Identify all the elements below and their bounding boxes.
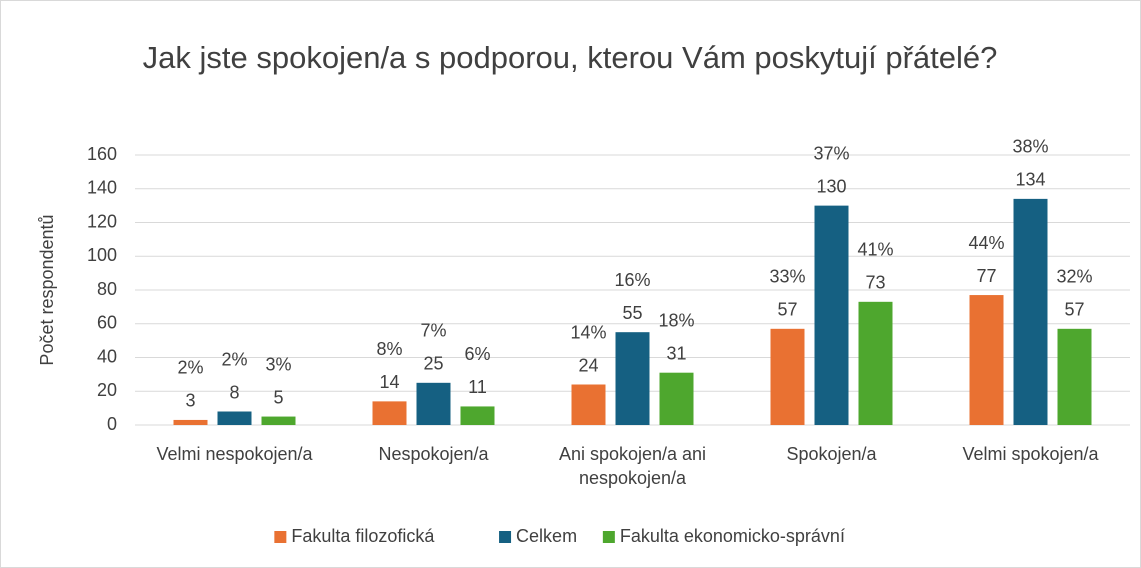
data-label: 77 [976, 266, 996, 286]
bar [261, 416, 296, 425]
data-label: 31 [666, 343, 686, 363]
data-label: 73 [865, 273, 885, 293]
bar [858, 301, 893, 425]
bar [814, 205, 849, 425]
bar [969, 295, 1004, 425]
x-tick-label: Velmi nespokojen/a [156, 444, 313, 464]
percent-label: 16% [614, 270, 650, 290]
data-label: 8 [229, 382, 239, 402]
y-tick-label: 160 [87, 144, 117, 164]
x-tick-label: Spokojen/a [786, 444, 877, 464]
percent-label: 2% [221, 349, 247, 369]
legend-label: Fakulta ekonomicko-správní [620, 526, 845, 546]
x-tick-label: Nespokojen/a [378, 444, 489, 464]
x-tick-label: Velmi spokojen/a [962, 444, 1099, 464]
data-label: 5 [273, 387, 283, 407]
data-label: 57 [1064, 300, 1084, 320]
bar [615, 332, 650, 425]
percent-label: 38% [1012, 137, 1048, 157]
data-label: 24 [578, 355, 598, 375]
y-tick-label: 40 [97, 346, 117, 366]
y-tick-label: 0 [107, 414, 117, 434]
percent-label: 7% [420, 321, 446, 341]
bar [173, 419, 208, 425]
y-tick-label: 140 [87, 178, 117, 198]
percent-label: 44% [968, 233, 1004, 253]
legend-label: Celkem [516, 526, 577, 546]
y-axis-title: Počet respondentů [37, 214, 57, 365]
legend-swatch [499, 531, 512, 543]
data-label: 130 [816, 176, 846, 196]
bar [372, 401, 407, 425]
legend-label: Fakulta filozofická [291, 526, 435, 546]
legend-swatch [602, 531, 615, 543]
x-tick-label: Ani spokojen/a ani nespokojen/a [558, 444, 707, 488]
y-tick-label: 120 [87, 211, 117, 231]
data-label: 55 [622, 303, 642, 323]
percent-label: 2% [177, 358, 203, 378]
data-label: 134 [1015, 170, 1045, 190]
percent-label: 37% [813, 143, 849, 163]
bar [571, 384, 606, 425]
y-tick-label: 20 [97, 380, 117, 400]
legend-swatch [274, 531, 287, 543]
data-label: 14 [379, 372, 399, 392]
chart-title: Jak jste spokojen/a s podporou, kterou V… [142, 40, 998, 75]
bar [1013, 198, 1048, 425]
percent-label: 6% [464, 344, 490, 364]
percent-label: 41% [857, 240, 893, 260]
percent-label: 14% [570, 322, 606, 342]
y-tick-label: 100 [87, 245, 117, 265]
data-label: 57 [777, 300, 797, 320]
data-label: 3 [185, 391, 195, 411]
bar [770, 328, 805, 425]
bar [416, 382, 451, 425]
bar [1057, 328, 1092, 425]
data-label: 11 [468, 377, 487, 397]
percent-label: 32% [1056, 267, 1092, 287]
y-tick-label: 80 [97, 279, 117, 299]
percent-label: 3% [265, 354, 291, 374]
percent-label: 33% [769, 267, 805, 287]
bar [659, 372, 694, 425]
percent-label: 8% [376, 339, 402, 359]
bar [217, 411, 252, 425]
y-tick-label: 60 [97, 313, 117, 333]
bar [460, 406, 495, 425]
data-label: 25 [423, 354, 443, 374]
percent-label: 18% [658, 310, 694, 330]
